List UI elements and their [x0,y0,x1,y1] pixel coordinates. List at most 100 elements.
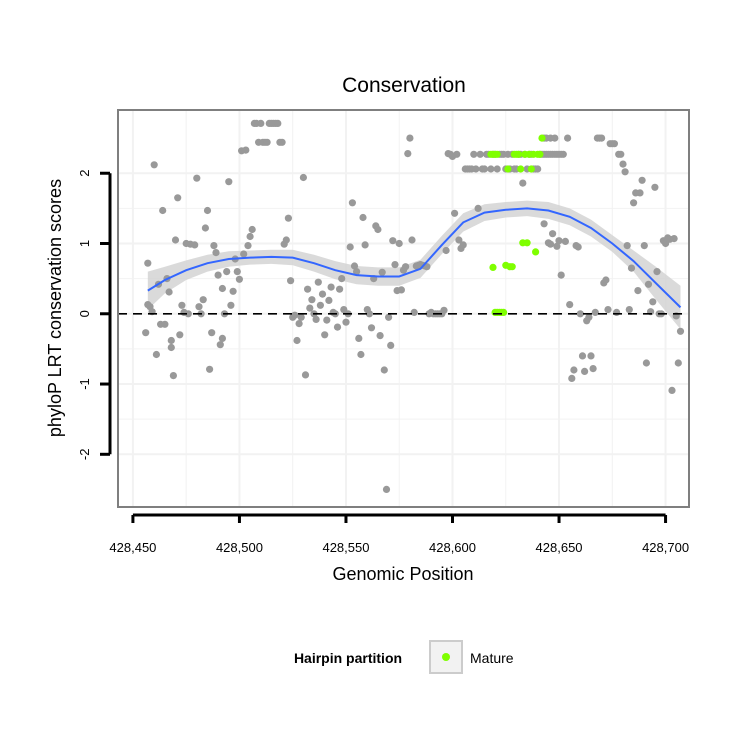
other-point [391,261,399,269]
other-point [623,242,631,250]
other-point [216,341,224,349]
other-point [555,237,563,245]
legend-title: Hairpin partition [294,650,402,666]
other-point [610,140,619,148]
other-point [440,306,448,314]
x-axis-label: Genomic Position [332,564,473,584]
other-point [474,204,482,212]
mature-point [500,308,508,316]
other-point [342,318,350,326]
plot-panel [118,110,689,507]
other-point [223,268,231,276]
other-point [451,209,459,217]
other-point [316,301,324,309]
other-point [636,189,644,197]
y-tick-label: -2 [77,449,92,461]
other-point [625,306,633,314]
other-point [184,310,192,318]
other-point [355,334,363,342]
mature-point [527,165,535,173]
other-point [301,371,310,379]
other-point [142,329,150,337]
other-point [240,250,248,258]
other-point [348,199,356,207]
scatter-points [142,119,685,493]
other-point [638,176,646,184]
other-point [287,277,295,285]
other-point [534,165,542,173]
other-point [576,310,584,318]
x-tick-label: 428,700 [642,540,689,555]
other-point [574,243,582,251]
other-point [602,276,610,284]
mature-point [489,263,497,271]
other-point [284,214,292,222]
other-point [299,173,307,182]
other-point [380,366,388,374]
other-point [214,271,222,279]
other-point [167,343,175,352]
mature-point [508,263,516,271]
other-point [374,225,382,234]
other-point [613,308,621,316]
other-point [314,278,322,286]
other-point [165,288,173,296]
other-point [649,298,657,306]
other-point [395,239,403,248]
x-tick-label: 428,550 [322,540,369,555]
x-tick-label: 428,650 [536,540,583,555]
other-point [212,249,220,257]
mature-point [523,239,531,247]
other-point [627,264,636,272]
other-point [651,183,659,191]
x-tick-label: 428,450 [109,540,156,555]
mature-point [493,150,501,158]
other-point [167,336,175,345]
other-point [176,331,184,339]
other-point [246,232,254,241]
other-point [174,194,182,202]
other-point [378,268,386,276]
other-point [336,285,344,293]
other-point [634,287,642,295]
other-point [263,138,271,146]
other-point [442,246,450,255]
other-point [161,320,169,328]
other-point [619,160,627,168]
other-point [210,242,218,250]
other-point [357,350,365,359]
other-point [487,165,495,173]
other-point [359,213,367,222]
other-point [387,341,395,349]
other-point [274,119,282,127]
y-axis-label: phyloP LRT conservation scores [45,179,65,437]
other-point [297,313,305,321]
other-point [676,327,685,335]
mature-point [515,150,523,158]
other-point [585,313,593,321]
other-point [559,150,567,158]
y-tick-label: 2 [77,170,92,177]
other-point [587,352,595,360]
other-point [557,271,565,279]
other-point [402,263,410,271]
other-point [338,275,346,283]
other-point [233,268,241,276]
y-tick-label: 0 [77,310,92,317]
other-point [323,316,331,324]
other-point [318,290,327,298]
other-point [455,236,463,244]
other-point [242,146,250,154]
other-point [591,308,599,316]
other-point [361,241,369,249]
other-point [208,329,216,337]
other-point [278,138,286,146]
other-point [235,275,243,283]
other-point [621,168,629,176]
other-point [408,236,416,244]
other-point [218,284,226,293]
other-point [561,237,570,245]
mature-point [538,134,546,142]
other-point [476,150,484,158]
